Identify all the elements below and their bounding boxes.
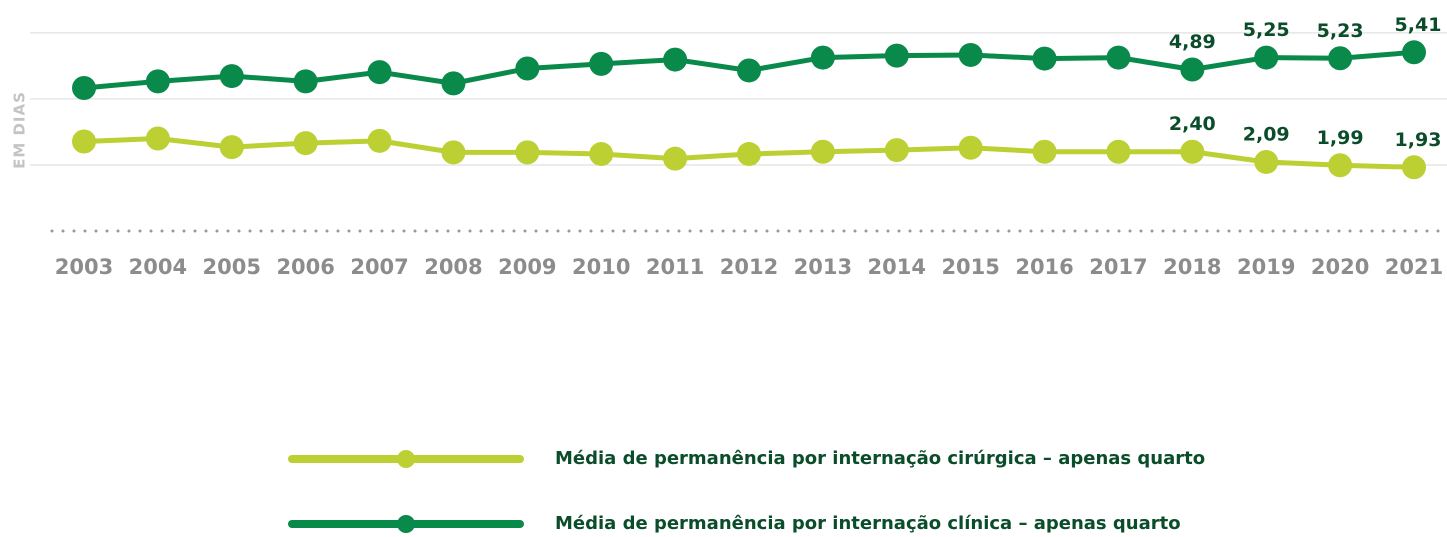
data-point xyxy=(1106,45,1131,70)
data-point xyxy=(441,71,466,96)
data-point xyxy=(1032,46,1057,71)
data-point xyxy=(958,42,983,67)
x-tick-label: 2020 xyxy=(1311,255,1369,279)
data-label: 2,09 xyxy=(1243,123,1290,145)
data-point xyxy=(737,58,761,83)
x-tick-label: 2009 xyxy=(498,255,556,279)
data-point xyxy=(515,56,540,81)
x-tick-label: 2013 xyxy=(794,255,852,279)
data-point xyxy=(515,140,540,165)
data-point xyxy=(367,60,392,85)
x-tick-label: 2004 xyxy=(129,255,187,279)
data-point xyxy=(737,142,761,167)
x-tick-label: 2007 xyxy=(350,255,408,279)
data-point xyxy=(884,138,909,163)
data-point xyxy=(589,142,614,167)
x-tick-label: 2016 xyxy=(1015,255,1073,279)
data-point xyxy=(884,43,909,68)
data-point xyxy=(958,135,983,160)
x-tick-label: 2015 xyxy=(941,255,999,279)
data-point xyxy=(663,146,688,171)
data-point xyxy=(145,69,170,94)
data-point xyxy=(1180,57,1205,82)
x-tick-label: 2018 xyxy=(1163,255,1221,279)
data-label: 2,40 xyxy=(1169,113,1216,135)
data-point xyxy=(1180,139,1205,164)
x-tick-label: 2005 xyxy=(203,255,261,279)
data-point xyxy=(589,51,614,76)
x-tick-label: 2010 xyxy=(572,255,630,279)
x-tick-label: 2006 xyxy=(276,255,334,279)
data-point xyxy=(1402,40,1426,65)
x-tick-label: 2021 xyxy=(1385,255,1443,279)
legend-marker xyxy=(397,515,415,533)
x-tick-label: 2003 xyxy=(55,255,113,279)
data-point xyxy=(441,140,466,165)
data-point xyxy=(293,69,318,94)
data-point xyxy=(663,47,688,72)
data-label: 5,25 xyxy=(1243,19,1290,41)
x-tick-label: 2012 xyxy=(720,255,778,279)
x-tick-label: 2017 xyxy=(1089,255,1147,279)
data-point xyxy=(293,131,318,156)
data-point xyxy=(1328,46,1353,71)
legend-label: Média de permanência por internação clín… xyxy=(555,513,1181,534)
data-point xyxy=(1254,149,1279,174)
data-point xyxy=(1106,139,1131,164)
data-point xyxy=(1328,153,1353,178)
data-point xyxy=(1032,139,1057,164)
data-label: 5,23 xyxy=(1317,20,1364,42)
x-tick-label: 2011 xyxy=(646,255,704,279)
data-label: 5,41 xyxy=(1395,14,1442,36)
data-point xyxy=(810,45,835,70)
data-point xyxy=(219,135,244,160)
legend-label: Média de permanência por internação cirú… xyxy=(555,448,1205,469)
data-point xyxy=(367,128,392,153)
data-point xyxy=(219,64,244,89)
data-label: 1,93 xyxy=(1395,129,1442,151)
y-axis-label: EM DIAS xyxy=(11,91,29,169)
x-tick-label: 2014 xyxy=(868,255,926,279)
data-point xyxy=(145,126,170,151)
x-tick-label: 2008 xyxy=(424,255,482,279)
x-tick-label: 2019 xyxy=(1237,255,1295,279)
data-point xyxy=(810,139,835,164)
data-point xyxy=(1402,155,1426,180)
data-point xyxy=(72,129,96,154)
data-point xyxy=(72,75,96,100)
data-point xyxy=(1254,45,1279,70)
legend-marker xyxy=(397,450,415,468)
data-label: 1,99 xyxy=(1317,127,1364,149)
data-label: 4,89 xyxy=(1169,31,1216,53)
